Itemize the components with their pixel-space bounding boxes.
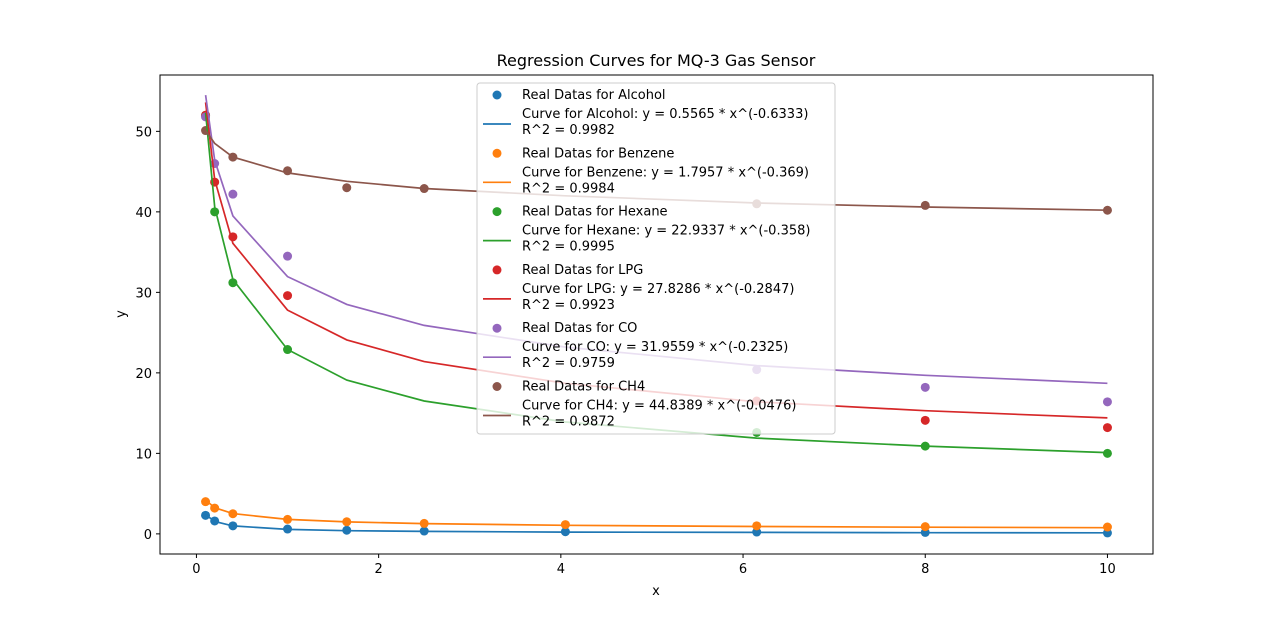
x-tick-label: 10 [1099,562,1116,577]
data-point-co [920,382,930,392]
legend-marker-lpg [492,265,502,275]
data-point-co [283,251,293,261]
legend-label-scatter: Real Datas for CO [522,321,637,336]
y-axis-label: y [114,310,129,318]
data-point-benzene [1102,522,1112,532]
y-tick-label: 0 [144,528,152,543]
data-point-lpg [1102,423,1112,433]
legend-label-scatter: Real Datas for LPG [522,263,643,278]
legend-label-scatter: Real Datas for Benzene [522,146,674,161]
x-tick-label: 8 [921,562,929,577]
legend-label-r2: R^2 = 0.9923 [522,298,615,313]
y-tick-label: 20 [135,367,152,382]
y-tick-label: 50 [135,125,152,140]
legend-label-scatter: Real Datas for Alcohol [522,88,666,103]
legend-box [476,82,836,435]
data-point-co [228,189,238,199]
legend-label-r2: R^2 = 0.9759 [522,356,615,371]
y-tick-label: 40 [135,206,152,221]
legend-label-curve: Curve for LPG: y = 27.8286 * x^(-0.2847) [522,282,794,297]
curve-line-co [204,94,1108,385]
curve-line-hexane [204,112,1108,454]
legend-label-curve: Curve for Alcohol: y = 0.5565 * x^(-0.63… [522,107,808,122]
legend-label-r2: R^2 = 0.9872 [522,415,615,430]
legend-label-curve: Curve for Hexane: y = 22.9337 * x^(-0.35… [522,224,810,239]
curve-line-benzene [205,499,1108,529]
x-tick-label: 0 [192,562,200,577]
x-tick-label: 6 [739,562,747,577]
axis-layer: 0 2 4 6 8 10 0 10 20 30 40 50 [135,125,1115,577]
legend-label-curve: Curve for CO: y = 31.9559 * x^(-0.2325) [522,340,788,355]
y-tick-label: 30 [135,286,152,301]
curve-line-ch4 [204,130,1108,212]
plot-layer [201,94,1112,538]
curve-line-alcohol [205,513,1108,534]
legend: Real Datas for Alcohol Curve for Alcohol:… [476,82,836,435]
data-point-benzene [201,497,211,507]
legend-label-scatter: Real Datas for CH4 [522,380,645,395]
x-axis-label: x [652,584,660,599]
legend-label-scatter: Real Datas for Hexane [522,205,668,220]
data-point-hexane [1102,448,1112,458]
legend-label-curve: Curve for CH4: y = 44.8389 * x^(-0.0476) [522,399,796,414]
legend-marker-benzene [492,148,502,158]
legend-marker-hexane [492,207,502,217]
data-point-lpg [920,415,930,425]
y-tick-label: 10 [135,447,152,462]
legend-marker-ch4 [492,382,502,391]
legend-marker-alcohol [492,90,502,100]
data-point-ch4 [920,200,930,210]
legend-label-r2: R^2 = 0.9982 [522,123,615,138]
legend-label-r2: R^2 = 0.9984 [522,181,615,196]
data-point-hexane [228,278,238,288]
legend-label-r2: R^2 = 0.9995 [522,240,615,255]
data-point-ch4 [1102,205,1112,215]
x-tick-label: 2 [375,562,383,577]
legend-label-curve: Curve for Benzene: y = 1.7957 * x^(-0.36… [522,165,809,180]
data-point-lpg [283,291,293,301]
data-point-co [1102,397,1112,407]
curve-line-lpg [204,102,1108,419]
legend-marker-co [492,323,502,333]
data-point-ch4 [342,183,352,193]
x-tick-label: 4 [557,562,565,577]
chart-title: Regression Curves for MQ-3 Gas Sensor [497,51,816,70]
plot-frame [159,74,1154,555]
